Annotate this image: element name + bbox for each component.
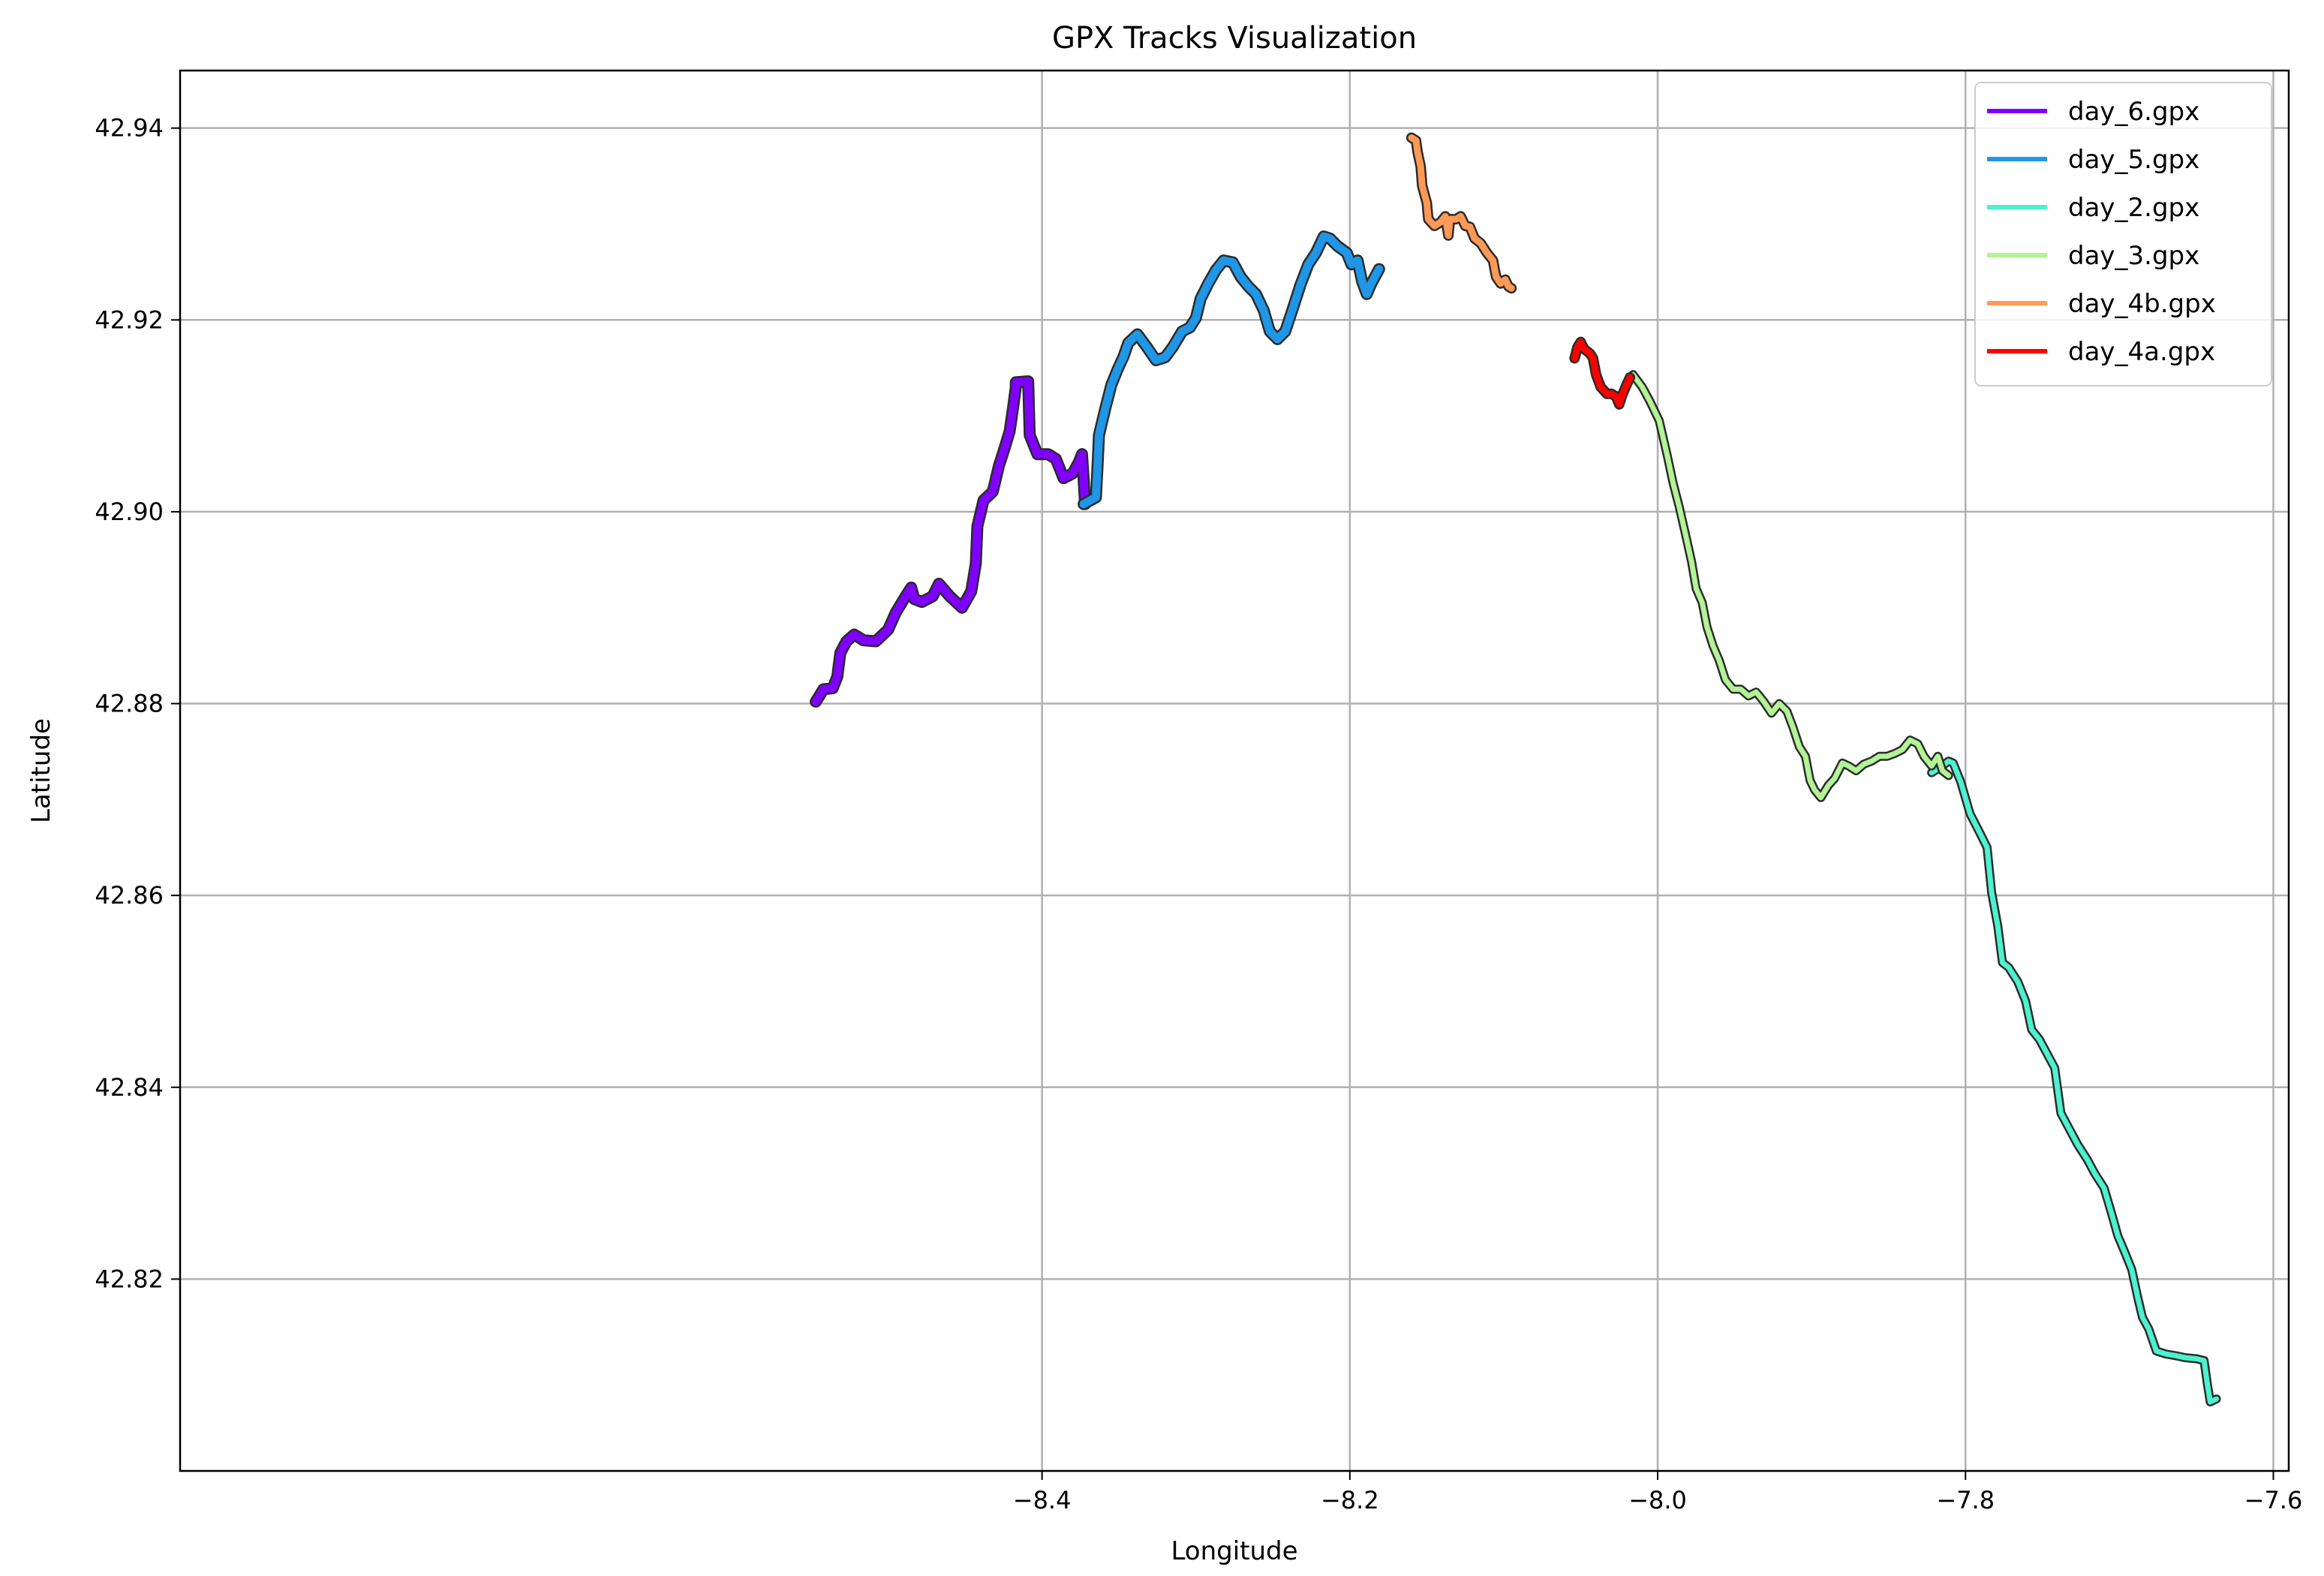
legend-label: day_3.gpx [2068,241,2199,271]
legend-label: day_5.gpx [2068,145,2199,175]
x-tick-label: −7.8 [1936,1486,1995,1514]
legend-label: day_4a.gpx [2068,337,2215,367]
x-tick-label: −7.6 [2244,1486,2303,1514]
legend-box [1974,82,2272,386]
y-tick-label: 42.86 [95,881,164,910]
legend-label: day_4b.gpx [2068,289,2216,319]
legend-label: day_6.gpx [2068,97,2199,127]
tracks-layer [810,132,2221,1406]
legend: day_6.gpx day_5.gpx day_2.gpx day_3.gpx day_… [1974,82,2272,386]
track-line-day-5 [1079,232,1384,509]
y-tick-label: 42.90 [95,498,164,526]
plot-frame [179,69,2290,1472]
track-line-day-6 [811,377,1090,706]
track-outline-day-2 [1927,756,2221,1406]
track-line-day-4a [1571,338,1634,408]
y-axis-label: Latitude [26,718,56,823]
x-tick-label: −8.2 [1321,1486,1379,1514]
legend-label: day_2.gpx [2068,193,2199,223]
track-outline-day-5 [1078,230,1385,510]
y-tick-label: 42.88 [95,690,164,718]
track-outline-day-6 [810,375,1091,708]
x-tick-label: −8.0 [1628,1486,1687,1514]
y-tick-label: 42.82 [95,1265,164,1293]
y-tick-label: 42.92 [95,305,164,334]
track-outline-day-3 [1628,370,1953,802]
x-axis-label: Longitude [1171,1536,1297,1566]
grid-layer [180,71,2289,1471]
track-line-day-4b [1408,134,1515,292]
y-tick-label: 42.94 [95,114,164,143]
x-tick-label: −8.4 [1013,1486,1072,1514]
track-line-day-2 [1929,758,2220,1405]
y-tick-label: 42.84 [95,1073,164,1102]
track-line-day-3 [1630,371,1952,801]
chart-title: GPX Tracks Visualization [1052,21,1417,56]
ticks-layer: −8.4 −8.2 −8.0 −7.8 −7.6 42.82 42.84 42.86 42.88… [95,114,2302,1514]
